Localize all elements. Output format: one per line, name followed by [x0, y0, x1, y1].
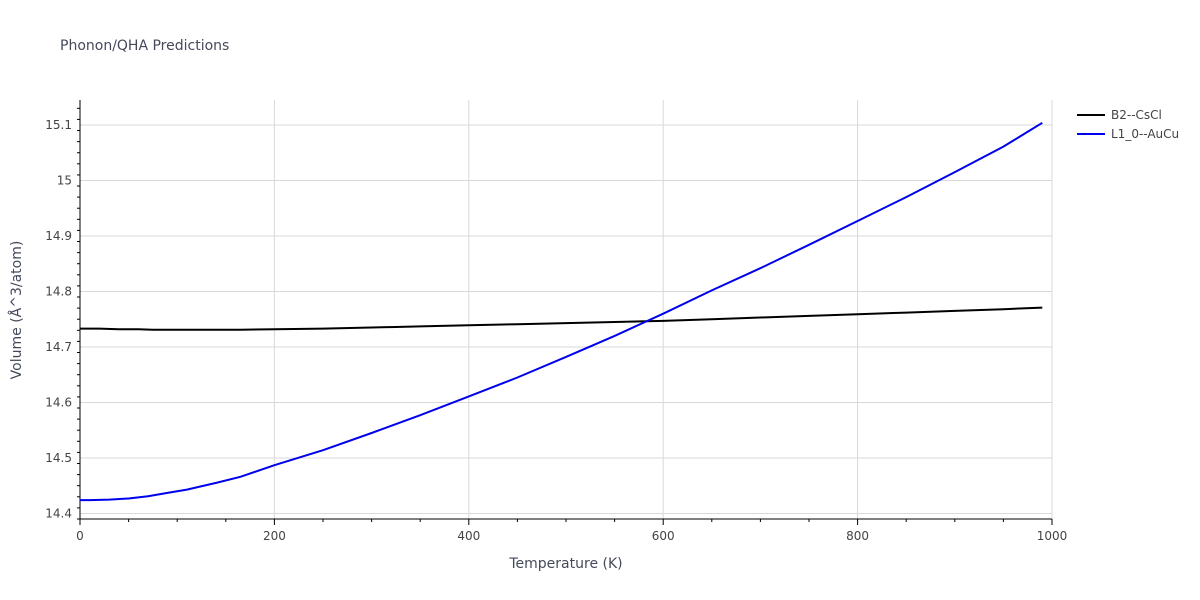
x-tick-label: 600: [652, 529, 675, 543]
axis-ticks: 0 200 400 600 800 1000 14.4 14.5 14.6 14.7 14.8 14.…: [45, 100, 1067, 543]
y-tick-label: 14.6: [45, 395, 72, 409]
x-tick-label: 200: [263, 529, 286, 543]
y-tick-label: 14.5: [45, 451, 72, 465]
legend-item-2[interactable]: L1_0--AuCu: [1077, 127, 1179, 141]
legend-item-1[interactable]: B2--CsCl: [1077, 108, 1162, 122]
y-tick-label: 14.9: [45, 229, 72, 243]
legend-label: L1_0--AuCu: [1111, 127, 1179, 141]
y-tick-label: 15: [57, 173, 72, 187]
series-line-2: [80, 121, 1043, 502]
x-tick-label: 1000: [1037, 529, 1068, 543]
y-tick-label: 14.8: [45, 284, 72, 298]
y-tick-label: 14.4: [45, 506, 72, 520]
x-axis-label: Temperature (K): [508, 556, 622, 572]
grid: [80, 100, 1053, 519]
y-tick-label: 14.7: [45, 340, 72, 354]
x-tick-label: 800: [846, 529, 869, 543]
x-tick-label: 0: [76, 529, 84, 543]
legend-label: B2--CsCl: [1111, 108, 1162, 122]
y-axis-label: Volume (Å^3/atom): [8, 241, 25, 380]
x-tick-label: 400: [457, 529, 480, 543]
series-lines: [80, 121, 1043, 502]
y-tick-label: 15.1: [45, 118, 72, 132]
chart-title: Phonon/QHA Predictions: [60, 38, 229, 54]
legend[interactable]: B2--CsCl L1_0--AuCu: [1077, 108, 1179, 141]
series-line-1: [80, 306, 1043, 331]
